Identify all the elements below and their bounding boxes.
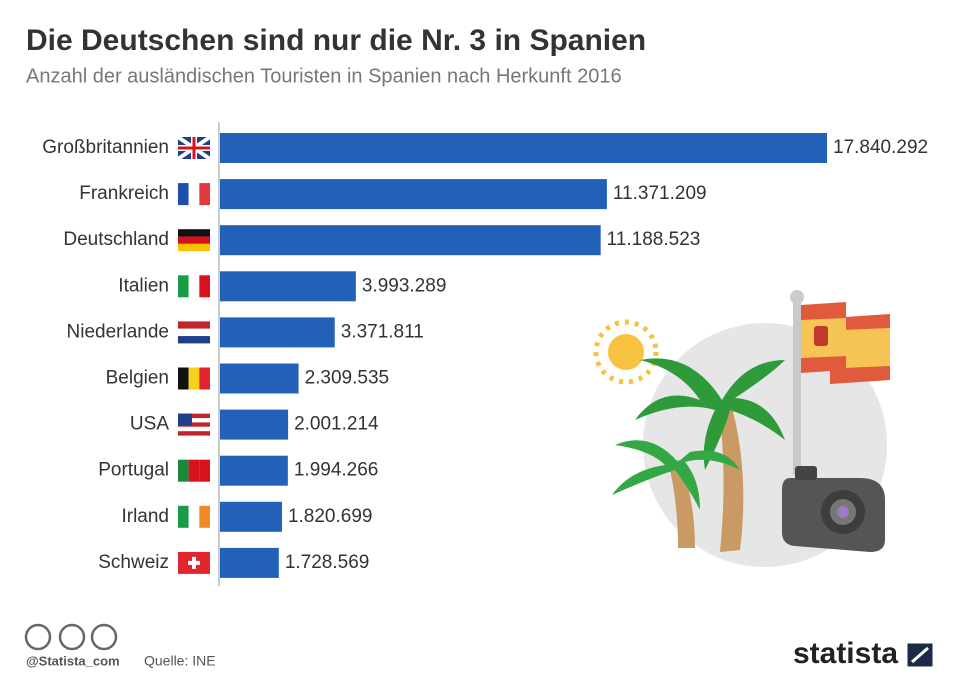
flag-icon (178, 367, 210, 390)
palm-trunk (668, 460, 695, 548)
flag-icon (178, 459, 210, 482)
bar (220, 225, 601, 256)
brand-logo (904, 640, 936, 670)
flag-stripe (178, 422, 210, 427)
flag-stripe (178, 336, 210, 344)
flag-stripe (188, 459, 200, 482)
category-label: Deutschland (63, 229, 169, 250)
flag-stripe (199, 505, 210, 528)
bar (220, 363, 299, 394)
flag-icon (178, 229, 210, 252)
flag-stripe (199, 459, 210, 482)
flag-cross (188, 556, 200, 569)
flag-stripe (188, 275, 200, 298)
flag-icon (176, 135, 212, 161)
flag-pole (793, 295, 801, 475)
flag-stripe (178, 183, 189, 206)
sun-rays (593, 319, 659, 385)
flag-stripe (178, 426, 210, 432)
palm-leaves (612, 440, 740, 510)
value-label: 3.993.289 (362, 275, 447, 296)
bar (220, 179, 607, 210)
bar (220, 547, 279, 578)
value-label: 11.371.209 (613, 183, 707, 204)
category-label: Schweiz (98, 552, 169, 573)
category-label: Portugal (98, 460, 169, 481)
category-label: Niederlande (67, 321, 169, 342)
flag-stripe (199, 183, 210, 206)
flag-stripe (199, 275, 210, 298)
sun (608, 334, 644, 370)
bar (220, 133, 827, 163)
bar (220, 271, 356, 302)
value-label: 2.309.535 (305, 368, 390, 389)
value-label: 2.001.214 (294, 414, 379, 435)
flag-stripe (188, 505, 200, 528)
brand: statista (793, 637, 898, 670)
by-icon (58, 623, 86, 651)
flag-icon (178, 321, 210, 344)
flag-icon (178, 183, 210, 206)
flag-icon (178, 413, 210, 436)
flag-stripe (178, 431, 210, 436)
value-label: 11.188.523 (607, 229, 701, 250)
value-label: 1.994.266 (294, 460, 379, 481)
palm-trunk (718, 400, 744, 552)
pole-top (790, 290, 804, 304)
category-label: Frankreich (79, 183, 169, 204)
nd-icon (90, 623, 118, 651)
footer-source: Quelle: INE (144, 653, 216, 669)
flag-stripe (199, 367, 210, 390)
chart-title: Die Deutschen sind nur die Nr. 3 in Span… (26, 24, 646, 57)
flag-stripe (178, 243, 210, 252)
camera-top (795, 466, 817, 480)
flag-stripe (178, 459, 189, 482)
flag-stripe (178, 321, 210, 329)
cc-icons (24, 623, 118, 651)
flag-icon (178, 275, 210, 298)
chart-subtitle: Anzahl der ausländischen Touristen in Sp… (26, 65, 622, 87)
flag-stripe (178, 413, 210, 418)
flag-stripe (178, 367, 189, 390)
camera-lens-glass (837, 506, 849, 518)
category-label: Großbritannien (42, 137, 169, 158)
flag-stripe (178, 229, 210, 237)
flag-stripe (178, 418, 210, 423)
category-label: Belgien (106, 368, 169, 389)
flag-stripe (178, 505, 189, 528)
value-label: 1.820.699 (288, 506, 373, 527)
value-label: 1.728.569 (285, 552, 370, 573)
category-label: Irland (121, 506, 169, 527)
cc-icon (24, 623, 52, 651)
flag-back-yellow (842, 328, 890, 368)
category-label: Italien (118, 275, 169, 296)
bar (220, 317, 335, 348)
flag-canton (178, 413, 192, 426)
illustration (593, 290, 890, 567)
value-label: 3.371.811 (341, 321, 424, 342)
footer-handle: @Statista_com (26, 653, 120, 668)
category-label: USA (130, 414, 169, 435)
flag-cross (178, 137, 210, 159)
flag-icon (178, 505, 210, 528)
flag-stripe (178, 328, 210, 337)
flag-stripe (178, 236, 210, 244)
flag-stripe (188, 367, 200, 390)
value-label: 17.840.292 (833, 137, 928, 158)
flag-stripe (178, 275, 189, 298)
palm-leaves (635, 358, 785, 470)
flag-icon (178, 551, 210, 574)
bar (220, 409, 289, 440)
flag-stripe (188, 183, 200, 206)
bar (220, 501, 282, 532)
flag-emblem (814, 326, 828, 346)
bar (220, 455, 288, 486)
